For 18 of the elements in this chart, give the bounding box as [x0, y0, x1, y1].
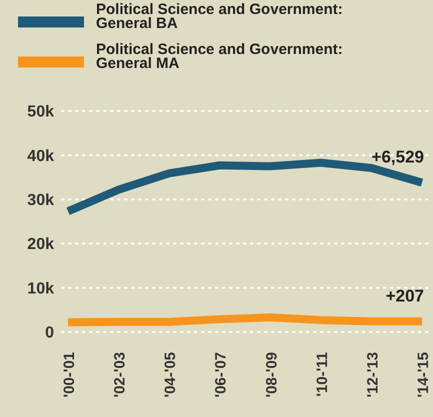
y-tick-label: 30k [27, 192, 54, 209]
y-tick-label: 0 [45, 324, 54, 342]
y-tick-label: 10k [27, 280, 54, 298]
annotation: +207 [386, 286, 424, 306]
x-tick-label: '04-'05 [162, 352, 180, 398]
annotation: +6,529 [372, 148, 424, 167]
x-tick-label: '14-'15 [415, 352, 432, 398]
x-tick-label: '06-'07 [212, 352, 230, 398]
x-tick-label: '00-'01 [61, 352, 78, 398]
y-tick-label: 40k [27, 148, 54, 165]
x-tick-label: '12-'13 [364, 352, 382, 398]
x-tick-label: '02-'03 [112, 352, 129, 398]
y-tick-label: 50k [27, 104, 54, 121]
legend-label: Political Science and Government: General MA [96, 41, 343, 72]
legend-label: Political Science and Government: General BA [96, 1, 343, 32]
y-tick-label: 20k [27, 236, 54, 254]
x-tick-label: '08-'09 [263, 352, 280, 398]
x-tick-label: '10-'11 [314, 352, 331, 397]
